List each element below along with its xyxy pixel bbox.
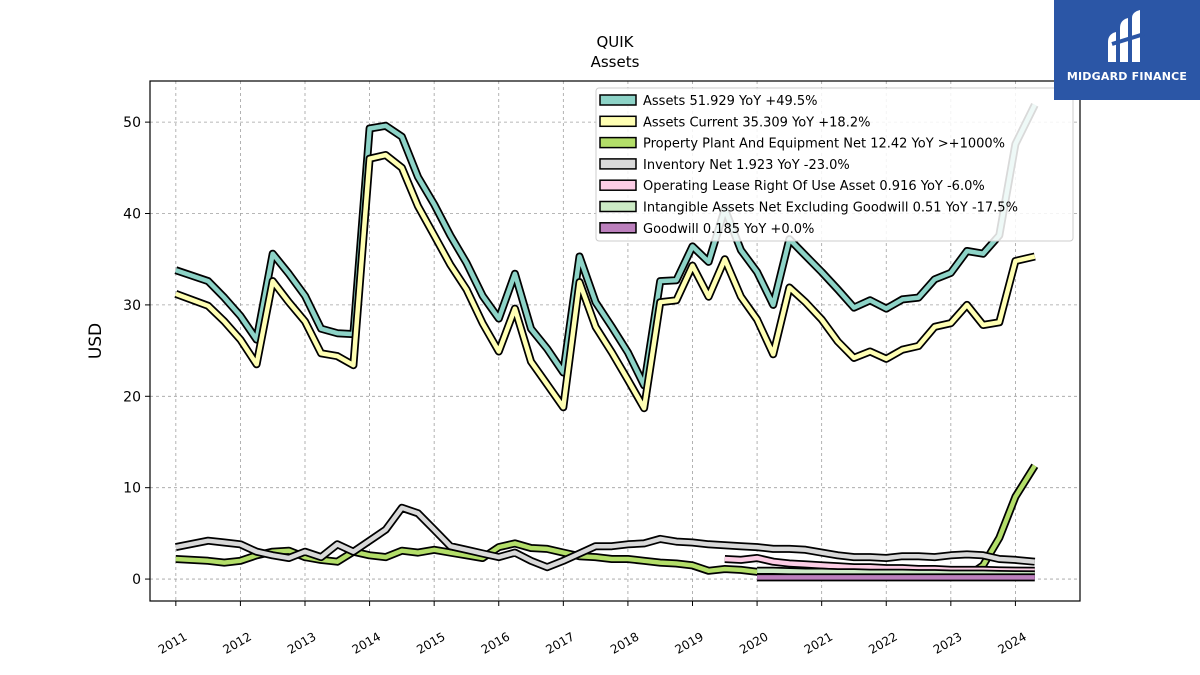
legend-box xyxy=(595,87,1074,242)
x-tick-label: 2015 xyxy=(414,629,447,656)
legend-entry: Operating Lease Right Of Use Asset 0.916… xyxy=(643,179,985,194)
legend-swatch xyxy=(599,222,637,234)
legend-entry: Goodwill 0.185 YoY +0.0% xyxy=(643,222,814,237)
legend-swatch xyxy=(599,94,637,106)
legend: Assets 51.929 YoY +49.5% Assets Current 3… xyxy=(595,87,1074,242)
logo-text: MIDGARD FINANCE xyxy=(1066,70,1188,83)
y-axis-label: USD xyxy=(86,323,106,359)
legend-entry: Assets Current 35.309 YoY +18.2% xyxy=(643,115,870,130)
y-tick-label: 40 xyxy=(123,207,141,223)
x-tick-label: 2017 xyxy=(543,629,576,656)
x-tick-label: 2019 xyxy=(673,629,706,656)
series-line-0 xyxy=(174,103,1039,390)
y-axis: 0 10 20 30 40 50 xyxy=(123,115,150,588)
y-tick-label: 0 xyxy=(132,572,141,588)
legend-swatch xyxy=(599,158,637,170)
x-axis: 2011 2012 2013 2014 2015 2016 2017 2018 2019 2020… xyxy=(156,601,1029,657)
x-tick-label: 2011 xyxy=(156,629,189,656)
series-line-3 xyxy=(175,503,1036,572)
chart-subtitle: Assets xyxy=(591,53,640,71)
x-tick-label: 2014 xyxy=(350,629,383,656)
x-tick-label: 2016 xyxy=(479,629,512,656)
legend-entry: Inventory Net 1.923 YoY -23.0% xyxy=(643,158,850,173)
legend-entry: Intangible Assets Net Excluding Goodwill… xyxy=(643,201,1018,216)
legend-entry: Property Plant And Equipment Net 12.42 Y… xyxy=(643,137,1005,152)
x-tick-label: 2023 xyxy=(931,629,964,656)
series-line-1 xyxy=(174,151,1036,413)
legend-swatch xyxy=(599,179,637,191)
x-tick-label: 2012 xyxy=(220,629,253,656)
legend-swatch xyxy=(599,115,637,128)
chart-title: QUIK xyxy=(596,33,634,51)
x-tick-label: 2024 xyxy=(995,629,1028,656)
x-tick-label: 2021 xyxy=(802,629,835,656)
x-tick-label: 2018 xyxy=(608,629,641,656)
legend-swatch xyxy=(599,200,637,213)
y-tick-label: 50 xyxy=(123,115,141,131)
series-lines xyxy=(174,103,1039,582)
legend-swatch xyxy=(599,136,637,149)
logo-mark-icon xyxy=(1108,10,1145,62)
y-tick-label: 10 xyxy=(123,481,141,497)
plot-frame xyxy=(149,80,1081,602)
y-tick-label: 30 xyxy=(123,298,141,314)
y-tick-label: 20 xyxy=(123,389,141,405)
x-tick-label: 2020 xyxy=(737,629,770,656)
legend-entry: Assets 51.929 YoY +49.5% xyxy=(643,94,818,109)
brand-logo: MIDGARD FINANCE xyxy=(1054,0,1200,100)
x-tick-label: 2022 xyxy=(866,629,899,656)
x-tick-label: 2013 xyxy=(285,629,318,656)
